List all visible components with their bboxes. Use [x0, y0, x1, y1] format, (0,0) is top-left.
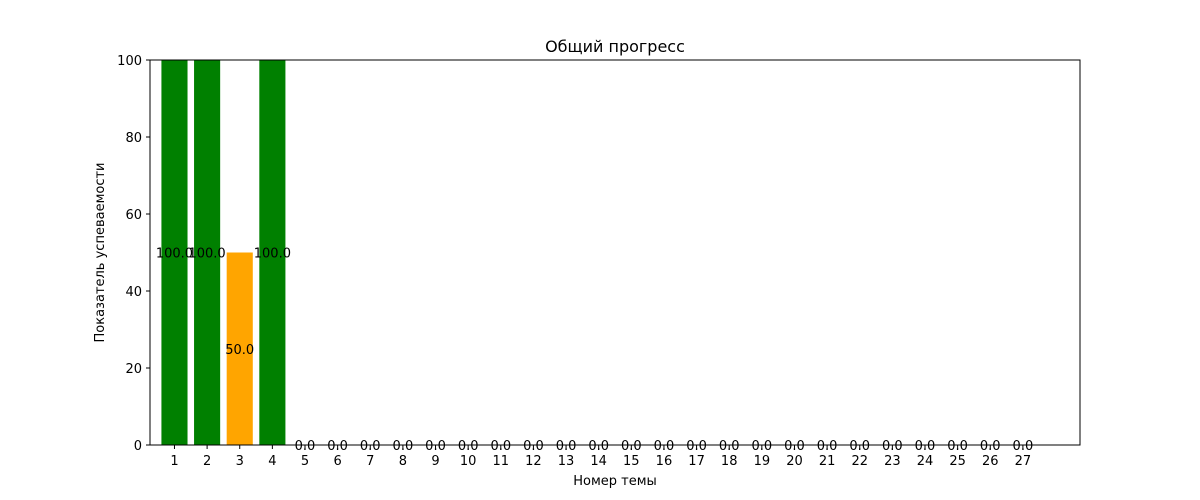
x-tick-label: 4 — [268, 454, 276, 469]
chart-title: Общий прогресс — [545, 37, 685, 56]
x-tick-label: 21 — [819, 454, 836, 469]
x-tick-label: 11 — [493, 454, 510, 469]
x-tick-label: 14 — [590, 454, 607, 469]
x-tick-label: 16 — [656, 454, 673, 469]
x-tick-label: 18 — [721, 454, 738, 469]
plot-frame — [149, 59, 1081, 446]
x-tick-label: 1 — [170, 454, 178, 469]
bar-topic-3 — [226, 252, 253, 445]
bar-value-label: 100.0 — [188, 247, 225, 262]
y-axis-ticks: 0 20 40 60 80 100 — [117, 54, 150, 454]
x-tick-label: 25 — [949, 454, 966, 469]
x-tick-label: 17 — [688, 454, 705, 469]
bar-value-label: 100.0 — [254, 247, 291, 262]
y-tick-label: 100 — [117, 54, 142, 69]
x-tick-label: 15 — [623, 454, 640, 469]
x-axis-title: Номер темы — [573, 474, 657, 489]
x-tick-label: 7 — [366, 454, 374, 469]
bar-topic-4 — [259, 60, 286, 445]
x-tick-label: 9 — [431, 454, 439, 469]
x-tick-label: 5 — [301, 454, 309, 469]
y-tick-label: 20 — [125, 362, 142, 377]
bar-topic-2 — [194, 60, 221, 445]
x-tick-label: 26 — [982, 454, 999, 469]
x-tick-label: 12 — [525, 454, 542, 469]
y-tick-label: 0 — [134, 439, 142, 454]
bars-group — [161, 60, 286, 445]
x-tick-label: 8 — [399, 454, 407, 469]
x-tick-label: 10 — [460, 454, 477, 469]
y-tick-label: 80 — [125, 131, 142, 146]
x-tick-label: 2 — [203, 454, 211, 469]
y-tick-label: 60 — [125, 208, 142, 223]
x-tick-label: 3 — [236, 454, 244, 469]
x-tick-label: 24 — [917, 454, 934, 469]
x-axis-ticks: 1 2 3 4 5 6 7 8 9 10 11 12 13 14 15 16 17 18 19 20 21 22 23 24 2… — [170, 445, 1031, 469]
x-tick-label: 23 — [884, 454, 901, 469]
x-tick-label: 19 — [754, 454, 771, 469]
bar-topic-1 — [161, 60, 188, 445]
y-axis-title: Показатель успеваемости — [93, 163, 108, 343]
bar-value-label: 100.0 — [156, 247, 193, 262]
y-tick-label: 40 — [125, 285, 142, 300]
bar-value-label: 50.0 — [225, 343, 254, 358]
x-tick-label: 13 — [558, 454, 575, 469]
x-tick-label: 6 — [333, 454, 341, 469]
x-tick-label: 22 — [851, 454, 868, 469]
x-tick-label: 20 — [786, 454, 803, 469]
x-tick-label: 27 — [1015, 454, 1032, 469]
